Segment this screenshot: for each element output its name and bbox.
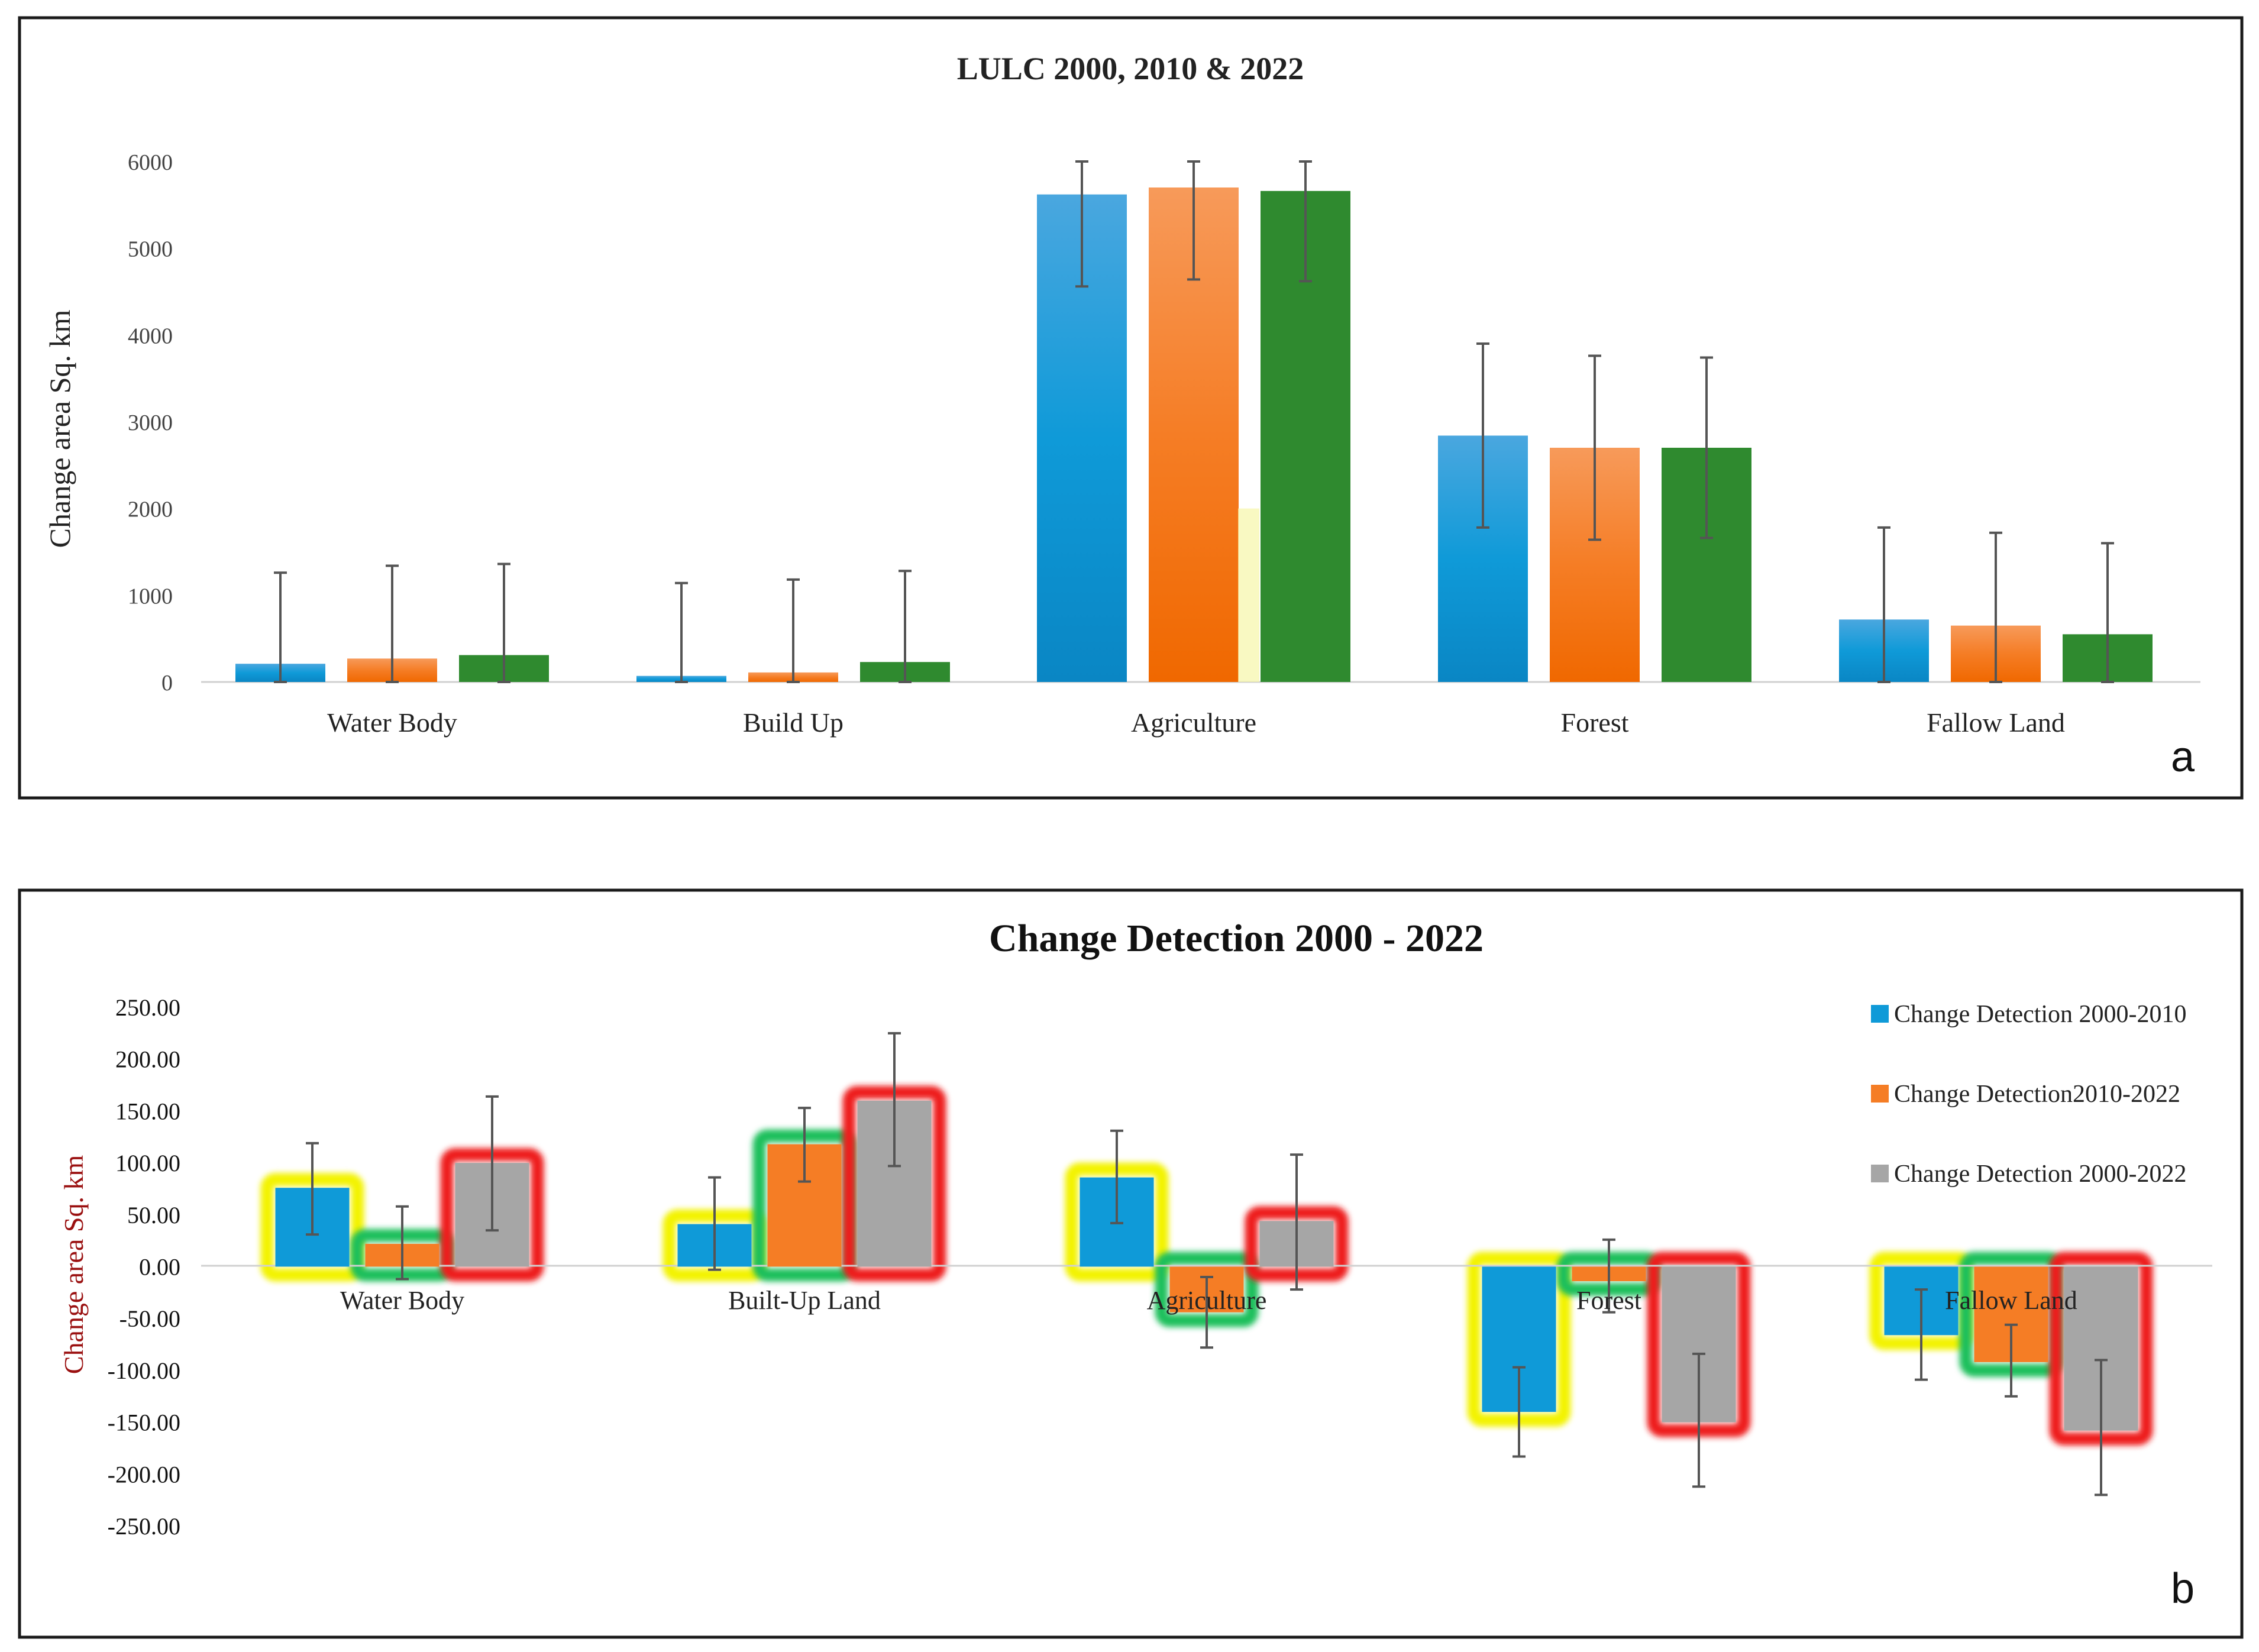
panel-b-legend: Change Detection 2000-2010 Change Detecti… [1871, 1001, 2187, 1188]
panel-a-y-axis-ticks: 0 1000 2000 3000 4000 5000 6000 [128, 150, 173, 696]
panel-a-ytick-4000: 4000 [128, 324, 173, 348]
panel-a-title: LULC 2000, 2010 & 2022 [957, 51, 1304, 86]
panel-a-errorbar-agriculture-s2 [1187, 160, 1200, 281]
panel-b-ytick-200.00: 200.00 [115, 1046, 180, 1073]
panel-a-errorbar-forest-s1 [1476, 342, 1489, 529]
panel-b-xtick-water-body: Water Body [340, 1286, 464, 1315]
panel-b-errorbar-agriculture-s1 [1110, 1129, 1123, 1224]
panel-b-xtick-agriculture: Agriculture [1147, 1286, 1267, 1315]
panel-a-errorbar-agriculture-s1 [1075, 160, 1088, 288]
panel-b-legend-label-3: Change Detection 2000-2022 [1894, 1160, 2187, 1188]
panel-a-label: a [2171, 733, 2195, 781]
panel-a-errorbar-fallow-land-s3 [2101, 542, 2114, 683]
panel-b-errorbar-water-body-s2 [396, 1205, 409, 1281]
panel-b-ytick-0.00: 0.00 [139, 1254, 180, 1281]
panel-b-xtick-forest: Forest [1576, 1286, 1641, 1315]
panel-b-legend-swatch-3 [1871, 1165, 1889, 1182]
panel-b-x-axis-ticks: Water Body Built-Up Land Agriculture Forest… [340, 1286, 2077, 1315]
panel-a-highlight-strip [1238, 508, 1259, 682]
panel-a-errorbar-forest-s3 [1700, 356, 1713, 539]
panel-a-ytick-5000: 5000 [128, 237, 173, 262]
panel-b-errorbar-forest-s3 [1692, 1352, 1705, 1488]
panel-a-x-axis-ticks: Water Body Build Up Agriculture Forest Fallo… [327, 707, 2065, 738]
panel-b-errorbar-water-body-s1 [306, 1142, 319, 1236]
panel-a-errorbar-build-up-s3 [899, 570, 912, 683]
panel-a-ylabel: Change area Sq. km [43, 310, 76, 548]
panel-a-errorbar-water-body-s2 [386, 564, 399, 683]
panel-a-error-bars [274, 160, 2114, 683]
panel-a-xtick-fallow-land: Fallow Land [1927, 707, 2065, 738]
panel-a-errorbar-forest-s2 [1588, 354, 1601, 541]
panel-b-xtick-built-up-land: Built-Up Land [728, 1286, 881, 1315]
panel-a-errorbar-fallow-land-s1 [1877, 526, 1890, 683]
panel-a-errorbar-agriculture-s3 [1299, 160, 1312, 283]
panel-b-errorbar-fallow-land-s3 [2095, 1359, 2108, 1496]
panel-a-xtick-forest: Forest [1561, 707, 1629, 738]
panel-b-y-axis-ticks: -250.00 -200.00 -150.00 -100.00 -50.00 0.00 50… [108, 994, 180, 1540]
panel-b-legend-label-2: Change Detection2010-2022 [1894, 1081, 2180, 1108]
panel-a-errorbar-water-body-s1 [274, 571, 287, 683]
panel-b-ytick-100.00: 100.00 [115, 1150, 180, 1176]
panel-a-xtick-agriculture: Agriculture [1131, 707, 1256, 738]
panel-b-legend-label-1: Change Detection 2000-2010 [1894, 1001, 2187, 1028]
panel-b-legend-item-1: Change Detection 2000-2010 [1871, 1001, 2187, 1028]
panel-b-title: Change Detection 2000 - 2022 [989, 917, 1484, 960]
panel-b-ytick--50.00: -50.00 [119, 1305, 180, 1332]
panel-a-ytick-3000: 3000 [128, 410, 173, 435]
panel-b-errorbar-forest-s2 [1602, 1238, 1615, 1314]
panel-b-errorbar-built-up-land-s3 [888, 1032, 901, 1168]
panel-a-errorbar-water-body-s3 [497, 562, 510, 683]
panel-b-error-bars [306, 1032, 2108, 1496]
panel-a-errorbar-build-up-s2 [787, 578, 800, 683]
panel-a-errorbar-build-up-s1 [675, 581, 688, 683]
panel-b-legend-swatch-1 [1871, 1005, 1889, 1023]
panel-a-ytick-6000: 6000 [128, 150, 173, 175]
panel-b-errorbar-forest-s1 [1513, 1366, 1526, 1458]
panel-b-ytick-50.00: 50.00 [127, 1202, 180, 1229]
panel-b-errorbar-agriculture-s3 [1290, 1153, 1303, 1291]
panel-b-ytick--100.00: -100.00 [108, 1357, 180, 1384]
panel-b-ytick-250.00: 250.00 [115, 994, 180, 1021]
panel-b-legend-item-2: Change Detection2010-2022 [1871, 1081, 2180, 1108]
panel-a-xtick-build-up: Build Up [743, 707, 844, 738]
panel-a-errorbar-fallow-land-s2 [1989, 531, 2002, 683]
panel-b-errorbar-agriculture-s2 [1200, 1276, 1213, 1349]
panel-a-ytick-0: 0 [161, 671, 173, 696]
panel-b-errorbar-fallow-land-s1 [1915, 1288, 1928, 1381]
panel-b-label: b [2171, 1565, 2195, 1612]
panel-b-ytick--200.00: -200.00 [108, 1461, 180, 1488]
panel-b-ytick--150.00: -150.00 [108, 1409, 180, 1436]
panel-b-ylabel: Change area Sq. km [59, 1155, 89, 1375]
panel-b-xtick-fallow-land: Fallow Land [1945, 1286, 2077, 1315]
panel-a-ytick-1000: 1000 [128, 584, 173, 609]
panel-b-legend-item-3: Change Detection 2000-2022 [1871, 1160, 2187, 1188]
panel-b-errorbar-built-up-land-s1 [708, 1176, 721, 1271]
panel-a-ytick-2000: 2000 [128, 497, 173, 522]
panel-b-errorbar-fallow-land-s2 [2005, 1323, 2018, 1398]
panel-b-errorbar-built-up-land-s2 [798, 1107, 811, 1183]
panel-b-ytick--250.00: -250.00 [108, 1513, 180, 1540]
panel-b-legend-swatch-2 [1871, 1085, 1889, 1103]
panel-b-ytick-150.00: 150.00 [115, 1098, 180, 1124]
panel-a-xtick-water-body: Water Body [327, 707, 457, 738]
panel-b-errorbar-water-body-s3 [486, 1095, 499, 1232]
